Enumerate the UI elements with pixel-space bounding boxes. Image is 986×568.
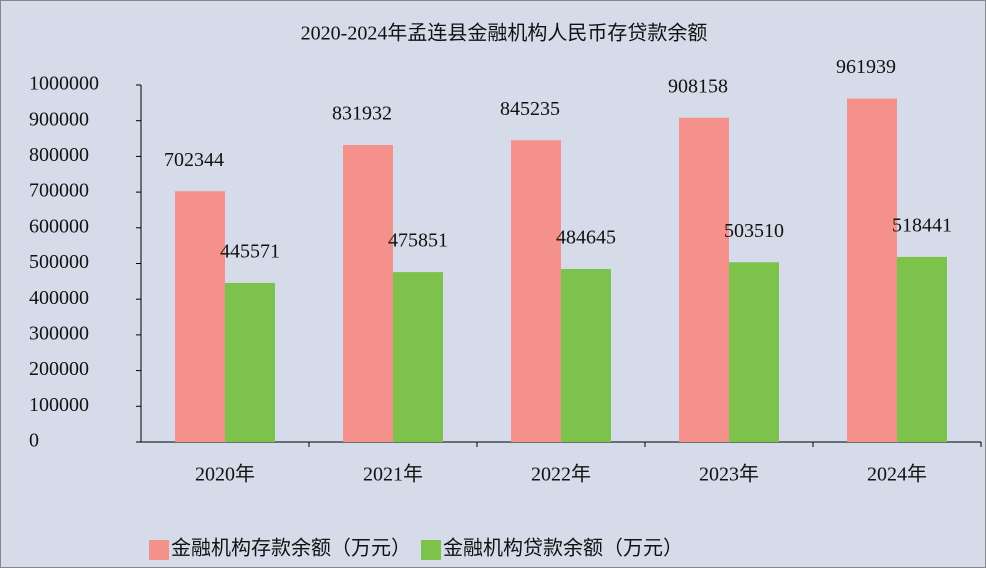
y-tick-label: 400000 (29, 287, 89, 309)
data-label: 961939 (836, 56, 896, 78)
legend-swatch (149, 540, 169, 560)
legend-label: 金融机构贷款余额（万元） (443, 537, 683, 560)
data-label: 831932 (332, 103, 392, 125)
bar (175, 191, 225, 442)
legend-swatch (421, 540, 441, 560)
y-tick-label: 0 (29, 430, 39, 452)
x-tick-label: 2023年 (699, 463, 759, 486)
bar (393, 272, 443, 442)
data-label: 503510 (724, 220, 784, 242)
x-tick-label: 2022年 (531, 463, 591, 486)
y-tick-label: 500000 (29, 251, 89, 273)
y-tick-label: 600000 (29, 215, 89, 237)
chart-title: 2020-2024年孟连县金融机构人民币存贷款余额 (301, 22, 708, 45)
y-tick-label: 200000 (29, 358, 89, 380)
bar (679, 117, 729, 442)
y-tick-label: 900000 (29, 108, 89, 130)
data-label: 518441 (892, 215, 952, 237)
bar (897, 256, 947, 442)
y-tick-label: 100000 (29, 394, 89, 416)
bar (511, 140, 561, 442)
x-tick-label: 2021年 (363, 463, 423, 486)
bar (343, 145, 393, 442)
y-tick-label: 300000 (29, 322, 89, 344)
y-tick-label: 1000000 (29, 73, 99, 95)
legend-label: 金融机构存款余额（万元） (171, 537, 411, 560)
y-tick-label: 800000 (29, 144, 89, 166)
data-label: 908158 (668, 75, 728, 97)
bar (729, 262, 779, 442)
bar (561, 268, 611, 442)
data-label: 445571 (220, 241, 280, 263)
data-label: 845235 (500, 98, 560, 120)
x-tick-label: 2020年 (195, 463, 255, 486)
data-label: 702344 (164, 149, 224, 171)
y-tick-label: 700000 (29, 180, 89, 202)
data-label: 484645 (556, 227, 616, 249)
x-tick-label: 2024年 (867, 463, 927, 486)
bar (847, 98, 897, 443)
data-label: 475851 (388, 230, 448, 252)
bar (225, 282, 275, 442)
